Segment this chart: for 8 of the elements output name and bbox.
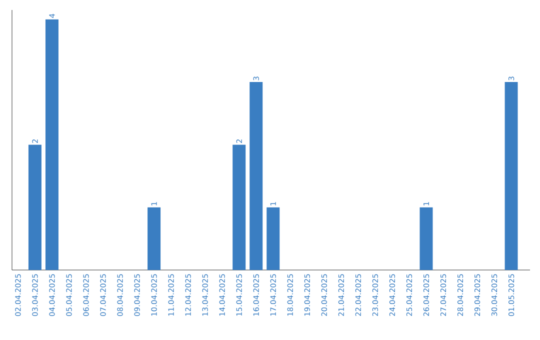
bar (232, 144, 246, 270)
bar (148, 207, 161, 270)
bar (504, 82, 518, 270)
bar (45, 19, 58, 270)
bar (420, 207, 433, 270)
bar (28, 144, 42, 270)
bar (250, 82, 263, 270)
bar (266, 207, 280, 270)
